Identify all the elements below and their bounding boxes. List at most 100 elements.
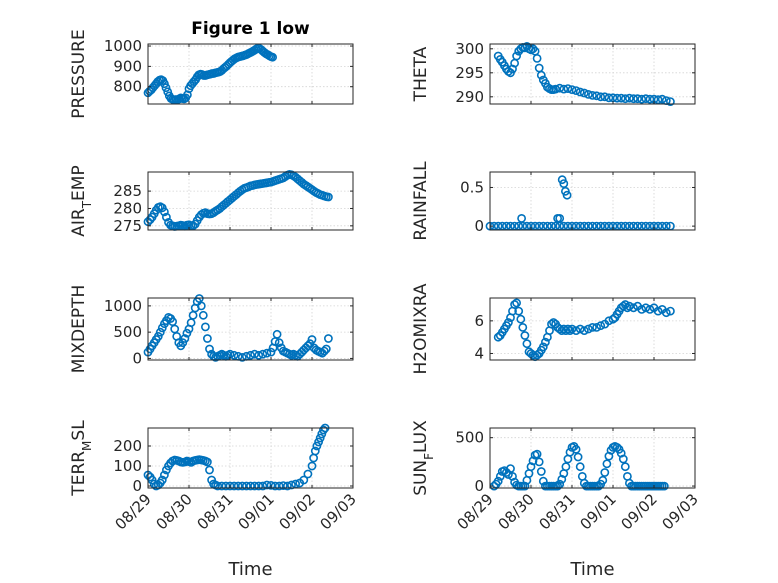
panel-5-data-point [196,301,206,311]
panel-6-axes-box [489,297,696,361]
panel-8-data-point [536,467,546,476]
panel-7-axes-box [147,427,354,489]
panel-1-data-point [159,79,169,89]
panel-5-data-point [180,334,190,343]
panel-6-data-point [653,306,663,316]
panel-6-data-point [661,308,671,318]
panel-8-data-point [598,475,608,485]
panel-6-data-point [596,321,606,331]
panel-8-data-point [553,481,562,491]
panel-7-data-point [307,461,317,471]
panel-6-data-point [579,326,589,335]
panel-2-data-point [592,91,601,101]
panel-7-data-point [303,469,313,479]
panel-6-data-point [503,318,513,327]
panel-5-data-point [200,322,210,332]
panel-1-ytick-label: 900 [113,57,142,75]
panel-7-data-point [205,465,214,475]
panel-7-data-point [157,475,167,485]
panel-7-data-point [246,481,255,491]
panel-5-data-point [153,331,163,341]
panel-5-data-point [246,350,255,360]
panel-3-ytick-label: 285 [113,182,142,200]
panel-8-data-point [495,471,505,481]
panel-1-data-point [163,87,173,97]
panel-8-data-point [561,462,571,472]
panel-5-ytick-label: 1000 [104,297,142,315]
panel-2-data-point [657,94,667,104]
panel-2-data-point [629,94,638,104]
panel-2-data-point [645,94,655,104]
panel-6-data-point [637,304,647,314]
panel-7-data-point [221,481,231,491]
panel-8-data-point [600,468,610,477]
panel-7-data-point [241,481,251,491]
panel-8-y-axis-label: SUNFLUX [411,420,436,496]
panel-6-data-point [575,324,585,334]
panel-6-data-point [629,303,638,313]
panel-2-data-point [641,94,651,104]
panel-8-ytick-label: 500 [455,429,484,447]
panel-7-y-axis-label: TERRMSL [69,420,94,497]
panel-2-data-point [637,94,647,104]
panel-2-data-point [532,54,542,63]
panel-2-data-point [563,84,573,93]
panel-6-data-point [541,337,550,347]
panel-8-data-point [571,444,581,454]
panel-2-data-point [653,95,663,105]
panel-6-data-point [666,306,675,316]
panel-7-data-point [233,481,243,491]
panel-7-data-point [315,433,325,443]
panel-2-ytick-label: 290 [455,88,484,106]
panel-5-data-point [266,347,276,357]
panel-2-ytick-label: 300 [455,40,484,58]
panel-3-data-point [323,192,333,202]
panel-6-ytick-label: 4 [474,344,484,362]
panel-2-data-point [575,87,585,97]
panel-6-y-axis-label: H2OMIXRA [411,283,431,374]
panel-6-ytick-label: 6 [474,312,484,330]
panel-2-data-point [666,97,675,106]
panel-5-data-point [307,335,317,344]
panel-4-data-point [562,190,572,200]
panel-6-data-point [645,304,655,314]
panel-4-data-point [517,213,526,223]
panel-6-data-point [512,298,521,308]
panel-6-data-point [584,324,593,334]
panel-7-data-point [312,441,322,451]
panel-2-data-point [633,94,642,104]
panel-8-axes-box [489,427,696,489]
panel-1-ytick-label: 800 [113,78,142,96]
panel-8-data-point [612,442,622,452]
panel-7-data-point [282,481,292,491]
panel-6-data-point [592,322,601,332]
panel-2-data-point [612,93,622,103]
panel-6-data-point [510,300,519,309]
panel-6-data-point [516,314,526,324]
panel-5-y-axis-label: MIXDEPTH [69,285,89,374]
panel-6-data-point [565,326,575,335]
panel-6-data-point [641,303,651,313]
panel-8-ytick-label: 0 [474,477,484,495]
panel-7-data-point [299,475,309,485]
panel-5-data-point [182,328,192,338]
panel-5-data-point [178,338,188,348]
panel-1-data-point [161,83,171,93]
panel-6-data-point [567,324,577,334]
panel-5-data-point [237,352,247,362]
panel-5-data-point [198,310,208,320]
panel-6-data-point [625,301,634,311]
panel-2-data-point [559,84,569,94]
panel-6-data-point [623,303,632,313]
panel-1-ytick-label: 1000 [104,37,142,55]
panel-8-data-point [602,459,612,469]
panel-8-x-axis-label: Time [569,559,614,580]
panel-5-data-point [272,329,282,339]
panel-7-data-point [310,446,320,456]
panel-2-data-point [551,84,560,94]
panel-8-data-point [620,462,630,472]
panel-8-data-point [594,481,603,491]
panel-7-data-point [225,481,235,491]
panel-2-data-point [620,94,630,104]
panel-7-data-point [274,481,284,491]
